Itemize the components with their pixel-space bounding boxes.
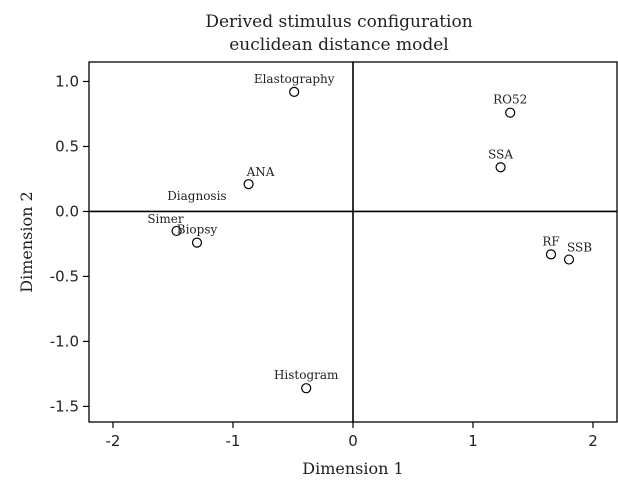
data-point: [545, 249, 557, 260]
point-label: Biopsy: [177, 223, 218, 237]
point-label: ANA: [246, 165, 275, 179]
data-point: [243, 179, 254, 190]
data-point: [191, 237, 203, 248]
plot-area: -2 -1 0 1 2 1.0 0.5 0.0 -0.5 -1.0 -1.5 Elastograp…: [50, 61, 618, 450]
y-tick-label: -1.0: [50, 332, 79, 350]
y-tick-label: -1.5: [50, 397, 79, 415]
x-tick-label: 1: [468, 432, 478, 450]
point-label: Histogram: [274, 368, 339, 382]
x-tick-label: 0: [348, 432, 358, 450]
data-point: [171, 225, 182, 237]
data-point: [289, 86, 300, 97]
point-label: Diagnosis: [167, 189, 226, 203]
chart-title: Derived stimulus configuration: [205, 12, 472, 32]
data-point: [301, 383, 312, 394]
point-label: Elastography: [254, 72, 335, 86]
y-tick-label: 0.0: [55, 202, 79, 220]
y-axis-label: Dimension 2: [17, 191, 36, 292]
y-axis-ticks: 1.0 0.5 0.0 -0.5 -1.0 -1.5: [50, 72, 89, 415]
y-tick-label: -0.5: [50, 267, 79, 285]
y-tick-label: 0.5: [55, 137, 79, 155]
point-label: RO52: [493, 93, 527, 107]
data-point: [505, 107, 516, 118]
data-point: [495, 162, 506, 173]
x-tick-label: -2: [106, 432, 121, 450]
chart-subtitle: euclidean distance model: [229, 35, 449, 55]
x-axis-label: Dimension 1: [302, 459, 403, 478]
x-tick-label: 2: [588, 432, 598, 450]
data-point: [563, 254, 575, 265]
point-label: RF: [542, 234, 559, 248]
point-label: SSB: [567, 241, 592, 255]
point-label: SSA: [488, 147, 513, 161]
x-axis-ticks: -2 -1 0 1 2: [106, 422, 598, 450]
x-tick-label: -1: [226, 432, 241, 450]
point-label: Simer: [147, 212, 184, 226]
y-tick-label: 1.0: [55, 72, 79, 90]
